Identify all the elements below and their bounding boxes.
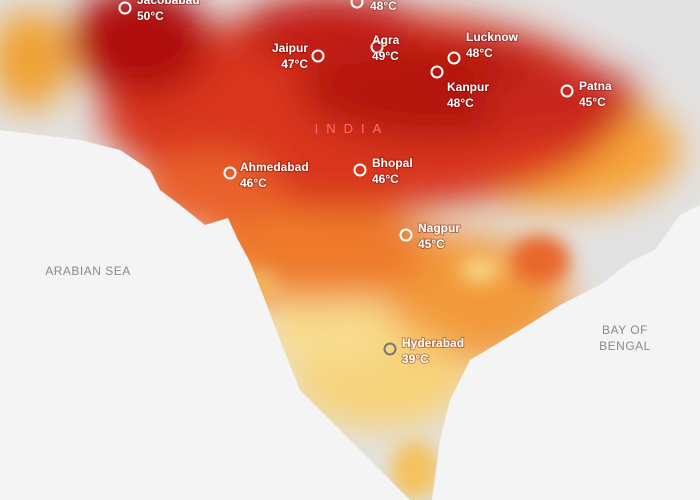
city-markers: Jacobabad 50°C 48°C Jaipur 47°C Agra 49°C Luckn… bbox=[118, 0, 613, 367]
city-marker bbox=[311, 49, 325, 63]
sea-label: ARABIAN SEA bbox=[45, 264, 131, 278]
city-temperature: 47°C bbox=[281, 57, 308, 71]
city-marker bbox=[383, 342, 397, 356]
city-temperature: 48°C bbox=[370, 0, 397, 13]
city-name: Agra bbox=[372, 33, 400, 47]
city-temperature: 49°C bbox=[372, 49, 399, 63]
sea-label: BAY OF bbox=[602, 323, 648, 337]
city-temperature: 46°C bbox=[240, 176, 267, 190]
city-marker bbox=[118, 1, 132, 15]
city-temperature: 48°C bbox=[466, 46, 493, 60]
city-temperature: 46°C bbox=[372, 172, 399, 186]
city-temperature: 48°C bbox=[447, 96, 474, 110]
city-marker bbox=[430, 65, 444, 79]
city-marker bbox=[447, 51, 461, 65]
city-temperature: 39°C bbox=[402, 352, 429, 366]
city-marker bbox=[353, 163, 367, 177]
city-marker bbox=[350, 0, 364, 9]
city-temperature: 45°C bbox=[418, 237, 445, 251]
city-marker bbox=[223, 166, 237, 180]
city-name: Nagpur bbox=[418, 221, 460, 235]
city-name: Hyderabad bbox=[402, 336, 464, 350]
city-temperature: 50°C bbox=[137, 9, 164, 23]
city-marker bbox=[560, 84, 574, 98]
country-label: INDIA bbox=[315, 121, 390, 136]
city-temperature: 45°C bbox=[579, 95, 606, 109]
city-name: Lucknow bbox=[466, 30, 519, 44]
city-marker bbox=[399, 228, 413, 242]
heat-layer bbox=[0, 0, 680, 500]
city-name: Ahmedabad bbox=[240, 160, 309, 174]
city-name: Jaipur bbox=[272, 41, 308, 55]
city-name: Bhopal bbox=[372, 156, 413, 170]
city-name: Jacobabad bbox=[137, 0, 200, 7]
city-name: Patna bbox=[579, 79, 612, 93]
city-name: Kanpur bbox=[447, 80, 489, 94]
city-marker bbox=[370, 40, 384, 54]
sea-label: BENGAL bbox=[599, 339, 651, 353]
